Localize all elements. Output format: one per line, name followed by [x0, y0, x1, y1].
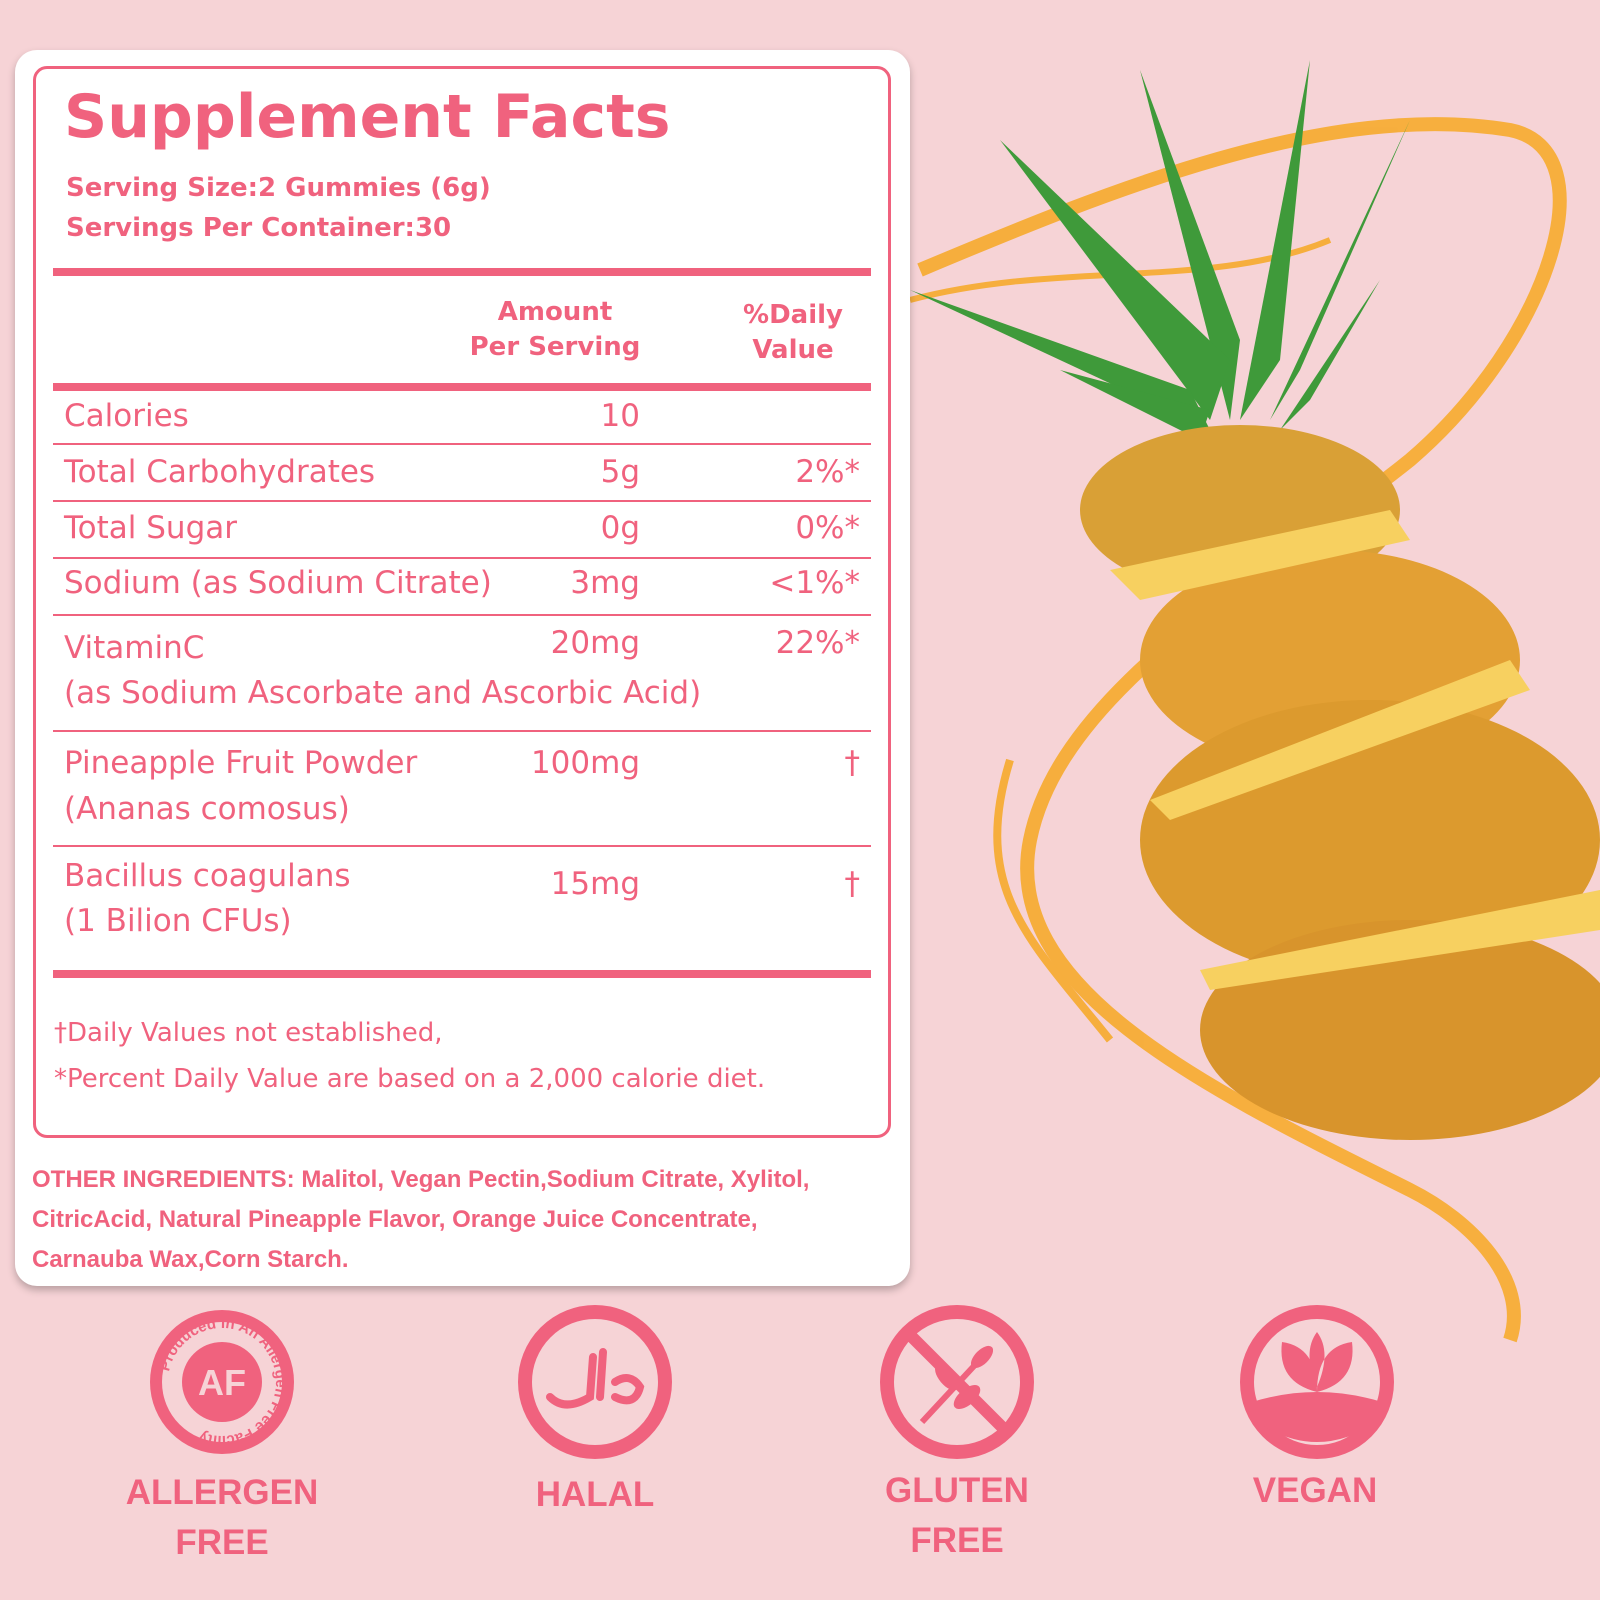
badge-label-vegan: VEGAN: [1185, 1466, 1445, 1516]
supplement-facts-card: [15, 50, 910, 1286]
ingredients-line: OTHER INGREDIENTS: Malitol, Vegan Pectin…: [32, 1166, 810, 1193]
svg-text:AF: AF: [198, 1362, 246, 1403]
row-name: Calories: [64, 398, 189, 434]
row-amount: 15mg: [550, 866, 640, 902]
row-name: Bacillus coagulans: [64, 858, 351, 894]
row-divider: [53, 730, 871, 732]
footnote-percent: *Percent Daily Value are based on a 2,00…: [54, 1064, 766, 1094]
pineapple-image: [910, 60, 1600, 1343]
row-subtitle: (1 Bilion CFUs): [64, 903, 292, 939]
row-name: Total Sugar: [64, 510, 237, 546]
row-name: VitaminC: [64, 630, 205, 666]
row-daily-value: 0%*: [795, 510, 860, 546]
label-line1: HALAL: [535, 1475, 655, 1514]
row-divider: [53, 614, 871, 616]
row-amount: 20mg: [550, 625, 640, 661]
row-amount: 0g: [600, 510, 640, 546]
divider-thick: [53, 268, 871, 276]
gluten-free-icon: [880, 1305, 1034, 1459]
row-daily-value: 22%*: [775, 625, 860, 661]
serving-size: Serving Size:2 Gummies (6g): [66, 173, 491, 203]
label-line2: FREE: [175, 1523, 269, 1562]
header-amount-line1: Amount: [497, 297, 613, 327]
facts-panel: [33, 66, 891, 1138]
badge-label-halal: HALAL: [465, 1470, 725, 1520]
divider-thick: [53, 383, 871, 391]
row-amount: 100mg: [530, 745, 640, 781]
ingredients-line: Carnauba Wax,Corn Starch.: [32, 1246, 349, 1273]
row-subtitle: (Ananas comosus): [64, 791, 350, 827]
row-daily-value: <1%*: [769, 565, 860, 601]
row-divider: [53, 500, 871, 502]
label-line1: ALLERGEN: [125, 1473, 319, 1512]
row-daily-value: 2%*: [795, 454, 860, 490]
footnote-dagger: †Daily Values not established,: [54, 1018, 443, 1048]
panel-title: Supplement Facts: [64, 82, 671, 152]
row-daily-value: †: [844, 745, 861, 781]
row-amount: 10: [600, 398, 640, 434]
row-daily-value: †: [844, 866, 861, 902]
header-dv-line2: Value: [752, 335, 834, 365]
row-name: Pineapple Fruit Powder: [64, 745, 418, 781]
row-amount: 5g: [600, 454, 640, 490]
badge-label-gluten-free: GLUTEN FREE: [827, 1466, 1087, 1566]
row-amount: 3mg: [570, 565, 640, 601]
row-name: Sodium (as Sodium Citrate): [64, 565, 492, 601]
halal-icon: [518, 1305, 672, 1459]
vegan-leaf-icon: [1240, 1305, 1394, 1459]
row-subtitle: (as Sodium Ascorbate and Ascorbic Acid): [64, 675, 702, 711]
row-divider: [53, 443, 871, 445]
row-name: Total Carbohydrates: [64, 454, 376, 490]
servings-per-container: Servings Per Container:30: [66, 213, 452, 243]
label-line1: VEGAN: [1252, 1471, 1378, 1510]
header-amount-line2: Per Serving: [469, 332, 641, 362]
header-dv-line1: %Daily: [743, 300, 843, 330]
allergen-free-seal-icon: Produced In An Allergen Free Facility AF: [150, 1310, 294, 1454]
label-line2: FREE: [910, 1521, 1004, 1560]
label-line1: GLUTEN: [885, 1471, 1029, 1510]
header-daily-value: %Daily Value: [713, 298, 873, 368]
row-divider: [53, 845, 871, 847]
divider-thick: [53, 970, 871, 978]
header-amount: Amount Per Serving: [455, 295, 655, 365]
badge-label-allergen-free: ALLERGEN FREE: [92, 1468, 352, 1568]
ingredients-line: CitricAcid, Natural Pineapple Flavor, Or…: [32, 1206, 758, 1233]
row-divider: [53, 557, 871, 559]
